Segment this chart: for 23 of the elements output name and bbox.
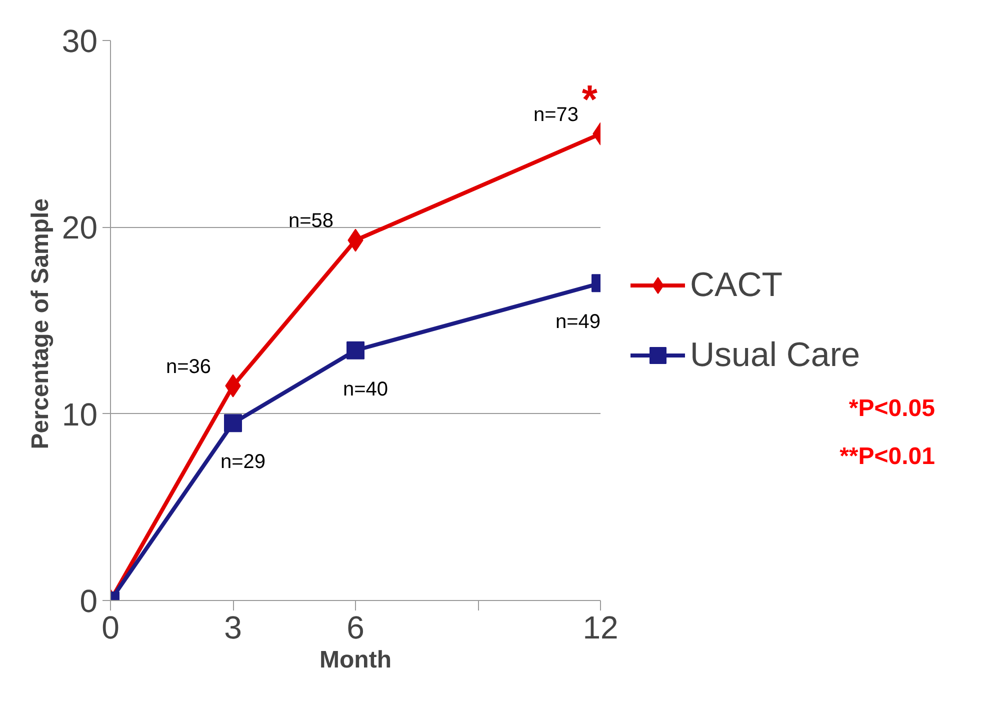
x-tick-label: 0 — [102, 610, 120, 646]
y-tick-label: 20 — [62, 210, 98, 246]
x-tick-label: 6 — [346, 610, 364, 646]
annotation: n=73 — [533, 104, 579, 126]
annotation: * — [582, 78, 598, 122]
annotation: n=40 — [342, 378, 388, 400]
point — [224, 414, 242, 432]
annotation: n=58 — [288, 210, 334, 232]
legend-label: CACT — [690, 266, 783, 304]
x-tick-label: 3 — [224, 610, 242, 646]
annotation: n=36 — [166, 356, 212, 378]
y-tick-label: 10 — [62, 396, 98, 432]
y-tick-label: 0 — [80, 583, 98, 619]
x-tick-label: 12 — [582, 610, 618, 646]
y-tick-label: 30 — [62, 23, 98, 59]
y-axis-title: Percentage of Sample — [26, 198, 54, 450]
legend-label: Usual Care — [690, 336, 860, 374]
text: **P<0.01 — [840, 443, 935, 470]
point — [346, 341, 364, 360]
x-axis-title: Month — [320, 646, 392, 674]
text: *P<0.05 — [848, 395, 935, 422]
annotation: n=29 — [220, 451, 266, 474]
annotation: n=49 — [555, 311, 601, 334]
